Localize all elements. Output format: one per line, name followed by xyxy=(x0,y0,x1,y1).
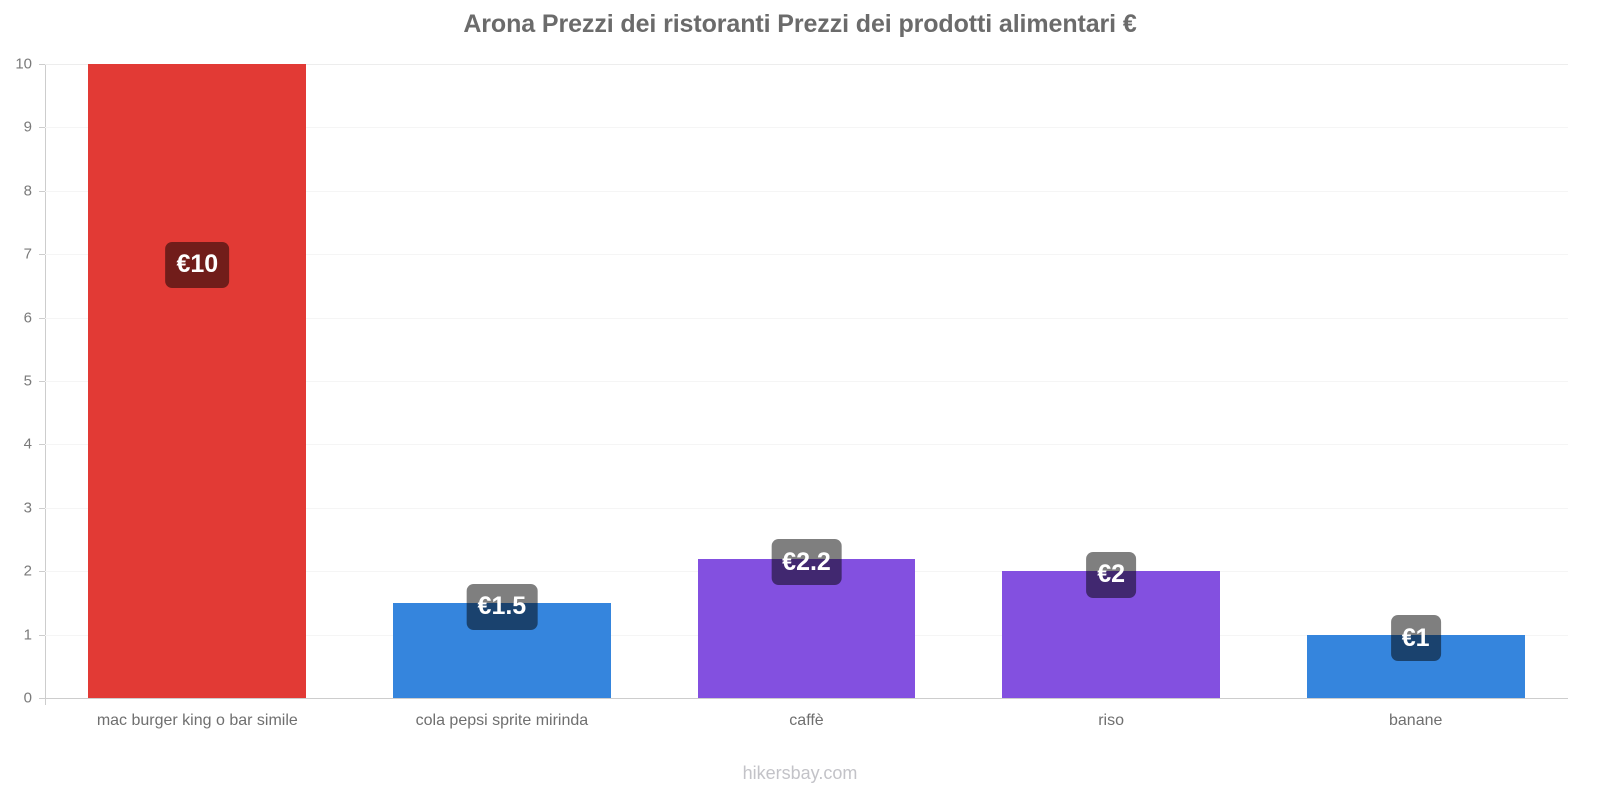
gridline xyxy=(45,190,1568,192)
y-axis-tick-label: 10 xyxy=(15,55,32,73)
y-axis-tick-mark xyxy=(39,317,45,319)
y-axis-tick-mark xyxy=(39,64,45,65)
bar-value-label: €2.2 xyxy=(771,539,842,586)
y-axis-tick-label: 5 xyxy=(23,372,32,390)
gridline xyxy=(45,381,1568,382)
y-axis-tick-mark xyxy=(39,381,45,382)
plot-area: €10 €1.5 €2.2 €2 €1 xyxy=(45,64,1568,699)
y-axis-tick-label: 4 xyxy=(23,435,32,453)
chart-title: Arona Prezzi dei ristoranti Prezzi dei p… xyxy=(463,10,1137,38)
bar-value-label: €2 xyxy=(1086,551,1136,598)
y-axis-tick-label: 3 xyxy=(23,499,32,517)
y-axis-tick-mark xyxy=(39,444,45,446)
x-axis-category-label: mac burger king o bar simile xyxy=(96,712,298,729)
y-axis-tick-label: 0 xyxy=(23,689,32,707)
x-axis-category-label: banane xyxy=(1388,712,1443,729)
x-axis-origin-tick xyxy=(45,698,46,705)
x-axis-category-label: riso xyxy=(1098,712,1124,729)
bar-value-label: €10 xyxy=(165,241,230,288)
bar-value-label: €1.5 xyxy=(466,583,538,630)
y-axis-tick-label: 2 xyxy=(23,562,32,580)
bar-value-label: €1 xyxy=(1390,615,1441,662)
y-axis-tick-mark xyxy=(39,571,45,573)
y-axis-tick-mark xyxy=(39,254,45,256)
y-axis-tick-label: 9 xyxy=(23,118,32,136)
gridline xyxy=(45,507,1568,509)
bar[interactable] xyxy=(88,64,307,698)
x-axis-category-label: caffè xyxy=(789,712,824,729)
y-axis-tick-mark xyxy=(39,634,45,636)
gridline xyxy=(45,317,1568,319)
y-axis-tick-mark xyxy=(39,698,45,699)
y-axis-tick-label: 6 xyxy=(23,309,32,327)
y-axis-tick-label: 1 xyxy=(23,626,32,644)
y-axis-tick-mark xyxy=(39,507,45,509)
y-axis-tick-label: 7 xyxy=(23,245,32,263)
x-axis-category-label: cola pepsi sprite mirinda xyxy=(415,712,589,729)
y-axis-tick-mark xyxy=(39,127,45,129)
gridline xyxy=(45,127,1568,129)
y-axis-tick-mark xyxy=(39,190,45,192)
gridline xyxy=(45,698,1568,699)
y-axis-tick-label: 8 xyxy=(23,182,32,200)
gridline xyxy=(45,444,1568,446)
footer-attribution: hikersbay.com xyxy=(742,763,858,783)
gridline xyxy=(45,64,1568,65)
gridline xyxy=(45,254,1568,256)
